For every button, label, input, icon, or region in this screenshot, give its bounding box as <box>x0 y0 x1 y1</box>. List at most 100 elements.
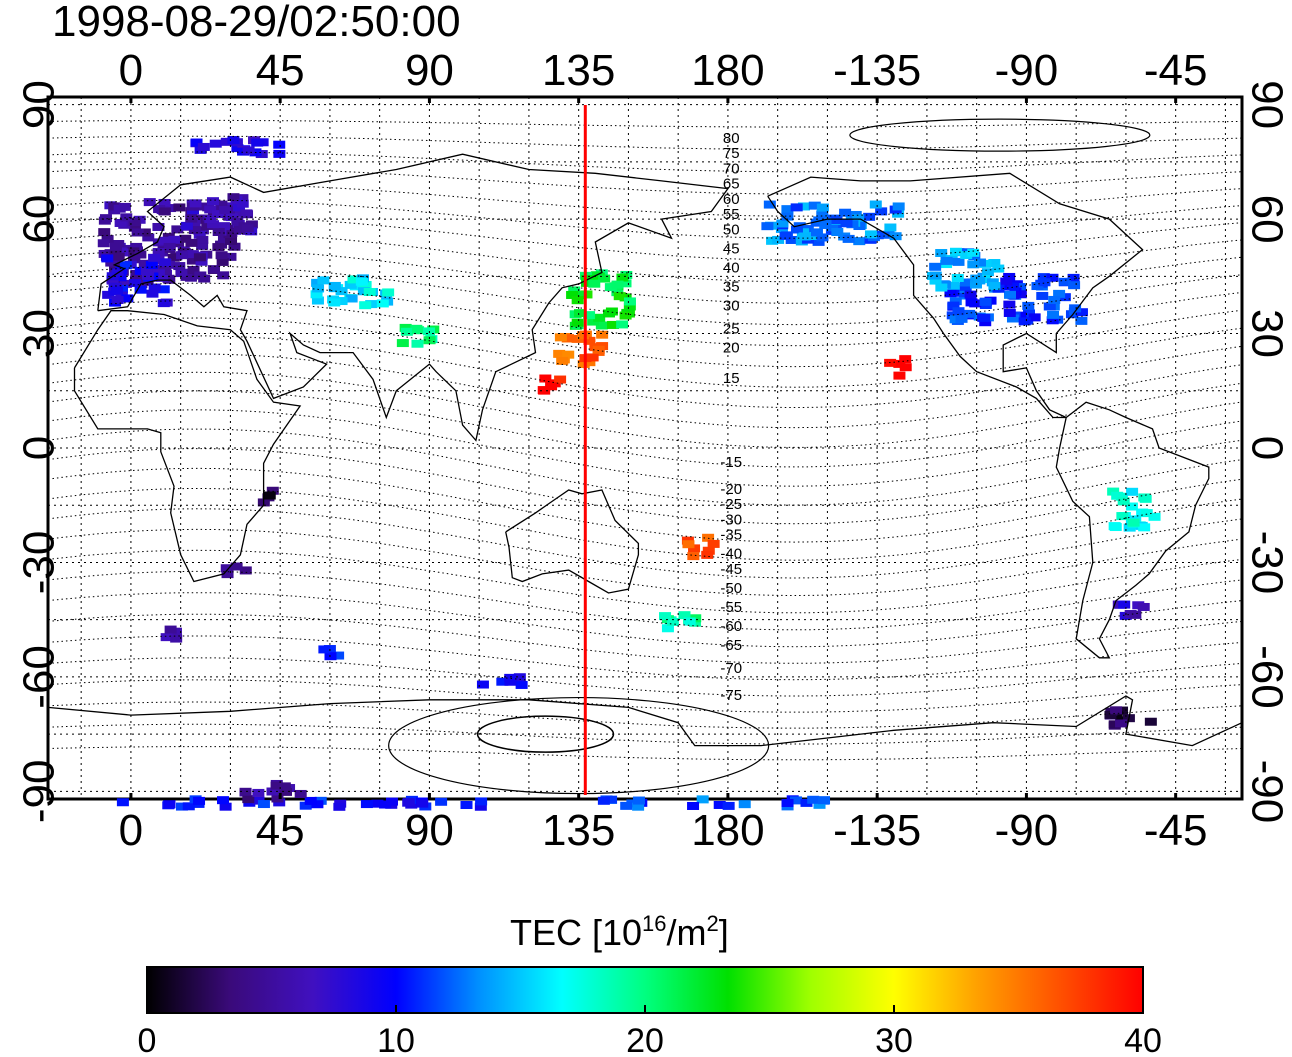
tec-cell <box>1053 289 1066 298</box>
tec-cell <box>554 333 567 342</box>
tec-cell <box>619 311 632 320</box>
tec-cell <box>929 262 942 271</box>
tec-cell <box>176 251 189 260</box>
tec-cell <box>779 231 792 240</box>
tec-cell <box>460 801 473 810</box>
tec-cell <box>588 279 601 288</box>
tec-cell <box>1047 310 1060 319</box>
tec-cell <box>101 254 114 263</box>
tec-cell <box>1037 273 1050 282</box>
magnetic-contour <box>47 335 1243 409</box>
tec-cell <box>884 223 897 232</box>
tec-cell <box>142 271 155 280</box>
tec-cell <box>116 798 129 807</box>
magnetic-contour <box>47 151 1243 173</box>
colorbar-tick-label: 10 <box>377 1022 415 1057</box>
lon-label-bottom: 135 <box>542 806 615 855</box>
tec-cell <box>666 617 679 626</box>
contour-label: -25 <box>720 496 742 513</box>
tec-cell <box>121 294 134 303</box>
tec-cell <box>162 274 175 283</box>
tec-cell <box>328 281 341 290</box>
tec-cell <box>182 802 195 811</box>
lat-label-left: 0 <box>14 436 63 460</box>
tec-cell <box>864 230 877 239</box>
tec-cell <box>119 261 132 270</box>
contour-label: 40 <box>723 260 740 277</box>
tec-cell <box>929 271 942 280</box>
tec-cell <box>111 295 124 304</box>
tec-cell <box>185 238 198 247</box>
magnetic-contour <box>47 508 1243 579</box>
tec-cell <box>189 199 202 208</box>
contour-label: -50 <box>720 580 742 597</box>
tec-cell <box>160 633 173 642</box>
tec-cell <box>156 273 169 282</box>
tec-cell <box>187 265 200 274</box>
tec-cell <box>175 269 188 278</box>
tec-cell <box>1127 518 1140 527</box>
tec-cell <box>965 298 978 307</box>
tec-cell <box>225 236 238 245</box>
tec-cell <box>556 356 569 365</box>
tec-cell <box>146 289 159 298</box>
lon-label-top: 180 <box>691 46 764 95</box>
tec-cell <box>992 264 1005 273</box>
tec-cell <box>1107 487 1120 496</box>
tec-cell <box>263 491 276 500</box>
magnetic-contour <box>47 746 1243 761</box>
tec-cell <box>1067 273 1080 282</box>
tec-cell <box>236 199 249 208</box>
contour-label: -70 <box>720 660 742 677</box>
tec-cell <box>363 288 376 297</box>
south-magnetic-pole-ring <box>476 715 615 753</box>
tec-cell <box>251 138 264 147</box>
tec-cell <box>312 284 325 293</box>
tec-cell <box>1144 717 1157 726</box>
tec-cell <box>613 292 626 301</box>
tec-cell <box>266 486 279 495</box>
tec-cell <box>212 243 225 252</box>
contour-label: 75 <box>723 145 740 162</box>
magnetic-contour <box>47 282 1243 347</box>
tec-cell <box>623 302 636 311</box>
tec-cell <box>772 235 785 244</box>
tec-cell <box>219 206 232 215</box>
tec-cell <box>632 796 645 805</box>
tec-cell <box>687 552 700 561</box>
tec-cell <box>1038 278 1051 287</box>
magnetic-contour <box>47 570 1243 631</box>
tec-cell <box>682 540 695 549</box>
lat-label-left: 90 <box>14 80 63 129</box>
tec-cell <box>839 208 852 217</box>
tec-cell <box>164 625 177 634</box>
tec-cell <box>539 374 552 383</box>
colorbar: TEC [1016/m2] 0 10 20 30 40 <box>138 911 1162 1057</box>
tec-data-layer <box>97 136 1161 811</box>
tec-cell <box>1139 494 1152 503</box>
contour-label: 50 <box>723 221 740 238</box>
lon-label-bottom: 180 <box>691 806 764 855</box>
tec-cell <box>852 214 865 223</box>
tec-cell <box>606 320 619 329</box>
tec-cell <box>379 800 392 809</box>
tec-cell <box>180 221 193 230</box>
magnetic-contour <box>47 317 1243 388</box>
tec-cell <box>175 802 188 811</box>
tec-cell <box>168 235 181 244</box>
tec-cell <box>257 800 270 809</box>
tec-cell <box>252 788 265 797</box>
contour-label: 45 <box>723 240 740 257</box>
tec-cell <box>781 205 794 214</box>
coastline <box>1055 401 1210 659</box>
tec-cell <box>604 283 617 292</box>
north-magnetic-contour <box>849 118 1151 152</box>
tec-cell <box>158 258 171 267</box>
tec-cell <box>134 250 147 259</box>
tec-cell <box>311 296 324 305</box>
tec-cell <box>423 336 436 345</box>
tec-cell <box>217 796 230 805</box>
tec-cell <box>230 562 243 571</box>
tec-cell <box>311 278 324 287</box>
tec-cell <box>785 235 798 244</box>
